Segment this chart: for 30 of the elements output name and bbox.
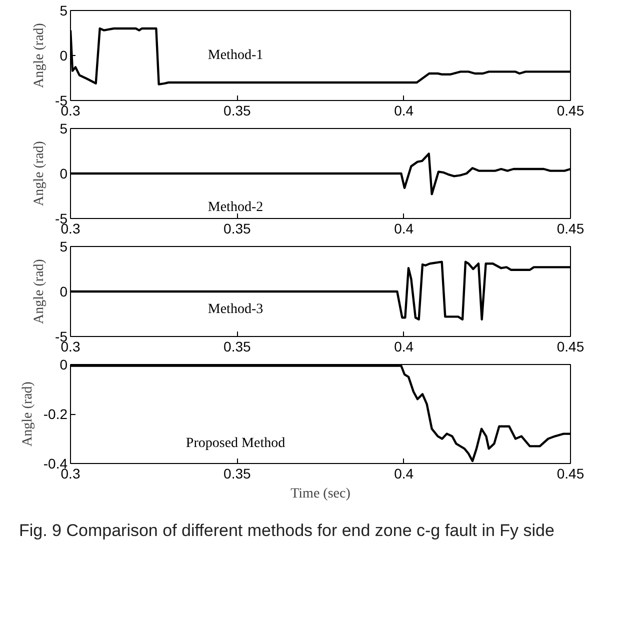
x-tick-label: 0.4 <box>394 220 414 236</box>
annotation: Method-2 <box>208 200 264 216</box>
x-tick-label: 0.45 <box>556 220 584 236</box>
x-tick-label: 0.4 <box>394 102 414 118</box>
annotation: Proposed Method <box>186 436 286 452</box>
y-axis-title: Angle (rad) <box>20 381 36 446</box>
y-tick-label: 5 <box>60 2 68 18</box>
y-tick-label: 0 <box>60 166 68 182</box>
y-tick-label: 0 <box>60 48 68 64</box>
x-tick-label: 0.35 <box>224 466 252 482</box>
x-tick-label: 0.45 <box>556 338 584 354</box>
x-tick-label: 0.35 <box>224 102 252 118</box>
y-tick-label: 0 <box>60 356 68 372</box>
y-tick-label: 5 <box>60 120 68 136</box>
x-tick-label: 0.45 <box>556 102 584 118</box>
x-tick-label: 0.4 <box>394 466 414 482</box>
x-tick-label: 0.35 <box>224 338 252 354</box>
y-axis-title: Angle (rad) <box>32 258 48 324</box>
x-axis-title: Time (sec) <box>290 486 351 502</box>
x-tick-label: 0.4 <box>394 338 414 354</box>
caption: Fig. 9 Comparison of different methods for end zone c-g fault in Fy side <box>19 520 554 542</box>
annotation: Method-1 <box>208 48 264 63</box>
y-axis-title: Angle (rad) <box>32 140 48 206</box>
x-tick-label: 0.45 <box>556 466 584 482</box>
y-tick-label: -0.2 <box>43 406 68 422</box>
y-tick-label: 5 <box>60 238 68 254</box>
y-tick-label: 0 <box>60 284 68 300</box>
x-tick-label: 0.35 <box>224 220 252 236</box>
annotation: Method-3 <box>208 302 264 317</box>
y-axis-title: Angle (rad) <box>32 22 48 88</box>
